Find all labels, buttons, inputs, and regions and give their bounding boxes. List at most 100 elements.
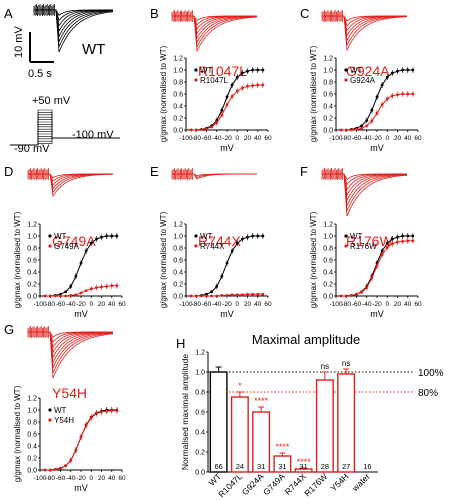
data-point — [375, 111, 379, 115]
panel-c: C G924A 0.0 0.2 0.4 0.6 0.8 1.0 1.2 -100 -80 -60 -40… — [300, 6, 422, 153]
data-point — [256, 292, 260, 296]
data-point — [349, 294, 353, 297]
data-point — [110, 234, 114, 238]
data-point — [69, 285, 73, 288]
data-point — [59, 294, 62, 298]
x-axis-label: mV — [370, 309, 384, 319]
data-point — [105, 409, 109, 413]
legend-label: WT — [54, 406, 67, 415]
x-tick-label: 40 — [254, 301, 262, 308]
data-point — [365, 119, 369, 122]
data-point — [110, 409, 114, 412]
y-tick-label: 0.4 — [27, 444, 37, 451]
legend-marker — [194, 68, 198, 72]
x-tick-label: -20 — [372, 301, 382, 308]
data-point — [240, 86, 244, 90]
data-point — [84, 249, 88, 253]
mutant-current-traces — [321, 168, 408, 217]
y-tick-label: 0.6 — [323, 92, 333, 99]
data-point — [64, 290, 68, 294]
data-point — [396, 235, 399, 239]
data-point — [205, 127, 208, 131]
y-tick-label: 0.8 — [27, 420, 37, 427]
y-tick-label: 0.8 — [173, 80, 183, 87]
x-tick-label: -40 — [362, 135, 372, 142]
data-point — [235, 293, 239, 297]
x-tick-label: -100 — [329, 301, 342, 308]
data-point — [100, 285, 103, 289]
data-point — [220, 294, 224, 297]
data-point — [210, 294, 214, 298]
y-tick-label: 0.4 — [173, 270, 183, 277]
data-point — [74, 274, 78, 278]
data-point — [84, 424, 88, 427]
x-tick-label: -20 — [372, 135, 382, 142]
panel-e: E R744X 0.0 0.2 0.4 0.6 0.8 1.0 1.2 -100 -80 -60 -40… — [150, 164, 272, 319]
y-tick-label: 0.0 — [173, 294, 183, 301]
legend-marker — [48, 408, 52, 412]
mutant-current-trace — [172, 15, 258, 49]
panel-letter: E — [150, 164, 159, 179]
data-point — [256, 83, 260, 87]
data-point — [396, 69, 399, 73]
mutant-current-trace — [322, 173, 408, 217]
data-point — [406, 239, 410, 243]
y-tick-label: 0.2 — [173, 282, 183, 289]
x-tick-label: -60 — [56, 475, 66, 482]
data-point — [261, 83, 265, 87]
data-point — [110, 284, 114, 288]
y-tick-label: 0.4 — [323, 270, 333, 277]
mutant-current-trace — [322, 15, 408, 37]
data-point — [225, 103, 229, 107]
data-point — [261, 234, 265, 238]
legend-marker — [194, 244, 198, 248]
data-point — [261, 292, 265, 296]
data-point — [380, 253, 384, 256]
data-point — [390, 242, 394, 246]
panel-h: H Maximal amplitude 0.0 0.2 0.4 0.6 0.8 1.0 1.2 N… — [176, 332, 444, 499]
data-point — [94, 237, 98, 241]
significance-label: **** — [297, 457, 312, 467]
data-point — [89, 416, 93, 420]
panel-letter: H — [176, 336, 185, 351]
data-point — [360, 124, 364, 128]
mutant-name: G749A — [52, 233, 96, 249]
x-tick-label: 0 — [385, 301, 389, 308]
mutant-current-trace — [28, 173, 114, 190]
mutant-current-trace — [322, 173, 408, 202]
data-point — [225, 95, 229, 99]
data-point — [256, 234, 260, 238]
x-tick-label: 60 — [414, 135, 422, 142]
mutant-current-trace — [28, 331, 114, 374]
y-tick-label: 0.2 — [323, 116, 333, 123]
panel-g: G Y54H 0.0 0.2 0.4 0.6 0.8 1.0 1.2 -100 -80 -60 -40-… — [4, 322, 126, 493]
y-tick-label: 0.2 — [27, 282, 37, 289]
x-tick-label: 60 — [414, 301, 422, 308]
bar — [209, 371, 228, 473]
category-label: G749A — [261, 471, 287, 497]
reference-line-label: 80% — [418, 388, 438, 399]
data-point — [210, 290, 214, 294]
y-tick-label: 0.4 — [323, 104, 333, 111]
significance-label: ns — [321, 362, 329, 371]
legend-marker — [194, 234, 198, 238]
x-tick-label: 40 — [254, 135, 262, 142]
panel-letter: C — [300, 6, 309, 21]
data-point — [94, 286, 98, 289]
y-tick-label: 0.6 — [27, 432, 37, 439]
data-point — [385, 75, 389, 79]
y-tick-label: 1.2 — [323, 56, 333, 63]
y-axis-label: g/gmax (normalised to WT) — [13, 385, 22, 482]
data-point — [220, 113, 224, 117]
y-tick-label: 0.0 — [27, 468, 37, 475]
data-point — [355, 292, 358, 296]
mutant-current-traces — [27, 326, 114, 379]
data-point — [48, 294, 52, 298]
data-point — [210, 125, 214, 129]
x-tick-label: -40 — [212, 135, 222, 142]
mutant-current-trace — [28, 331, 114, 379]
mutant-current-trace — [28, 331, 114, 358]
x-tick-label: -20 — [222, 135, 232, 142]
x-tick-label: 20 — [394, 135, 402, 142]
y-axis-label: Normalised maximal amplitude — [180, 354, 190, 470]
